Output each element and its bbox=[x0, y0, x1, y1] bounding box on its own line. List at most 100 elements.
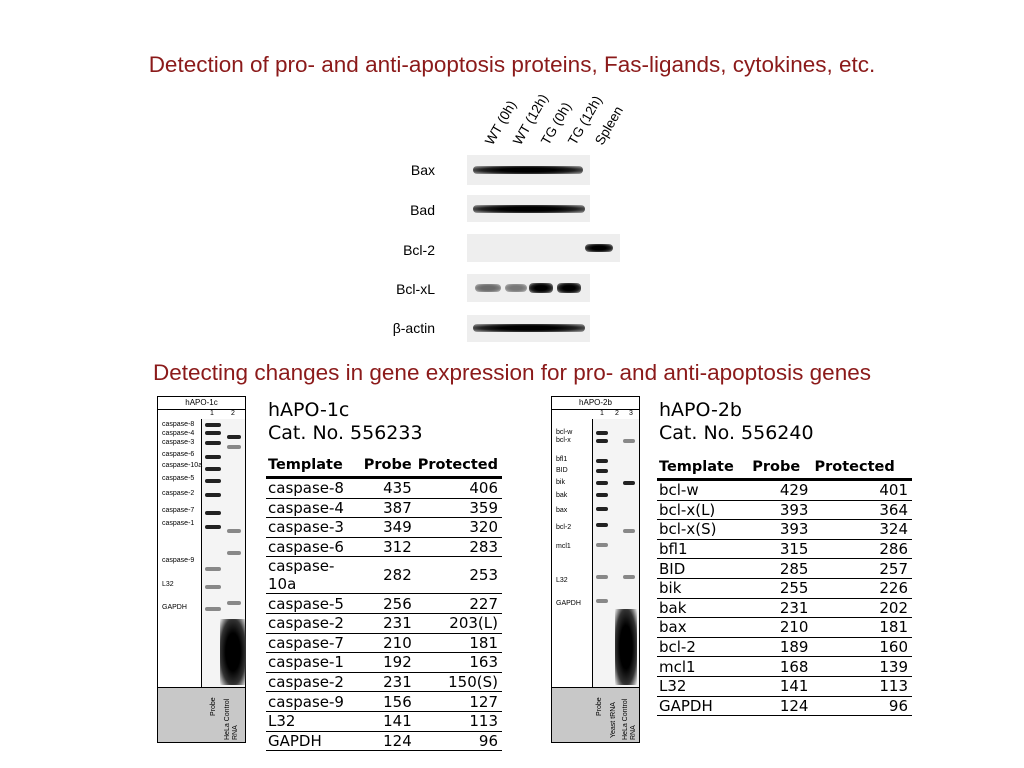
band bbox=[205, 525, 221, 529]
gel-gene-label: bcl-w bbox=[556, 429, 573, 436]
protected-cell: 113 bbox=[812, 676, 912, 697]
band bbox=[475, 284, 501, 292]
probe-cell: 315 bbox=[750, 539, 813, 560]
probe-cell: 387 bbox=[361, 498, 416, 519]
footer-lane-yeast: Yeast tRNA bbox=[610, 702, 617, 738]
probe-cell: 124 bbox=[361, 731, 416, 752]
gel-image bbox=[201, 419, 246, 687]
template-cell: bcl-w bbox=[657, 479, 751, 501]
gel-footer: Probe HeLa Control RNA bbox=[158, 687, 245, 742]
gel-gene-label: caspase-4 bbox=[162, 430, 195, 437]
protected-cell: 359 bbox=[415, 498, 502, 519]
probe-cell: 393 bbox=[750, 519, 813, 540]
template-cell: bcl-x(S) bbox=[657, 519, 751, 540]
band bbox=[205, 423, 221, 427]
gel-gene-label: caspase-8 bbox=[162, 421, 195, 428]
band bbox=[205, 455, 221, 459]
blot-label-beta-actin: β-actin bbox=[392, 320, 435, 336]
probe-cell: 231 bbox=[750, 598, 813, 619]
template-cell: L32 bbox=[266, 711, 362, 732]
table-row: bcl-x(S) 393 324 bbox=[657, 519, 912, 540]
gel-gene-label: BID bbox=[556, 467, 568, 474]
template-cell: caspase-2 bbox=[266, 672, 362, 693]
band bbox=[205, 567, 221, 571]
gel-gene-label: caspase-10a bbox=[162, 462, 203, 469]
table-row: caspase-2 231 203(L) bbox=[266, 613, 502, 634]
table-header-row: Template Probe Protected bbox=[657, 456, 912, 481]
band bbox=[623, 439, 635, 443]
rpa-gel-hapo-2b: hAPO-2b 1 2 3 bcl-w bcl-x bfl1 BID bik b… bbox=[551, 396, 640, 743]
kit-name: hAPO-2b bbox=[659, 399, 742, 421]
table-row: mcl1 168 139 bbox=[657, 656, 912, 677]
template-cell: GAPDH bbox=[657, 696, 751, 717]
probe-cell: 435 bbox=[361, 477, 416, 499]
protected-cell: 181 bbox=[812, 617, 912, 638]
table-row: caspase-6 312 283 bbox=[266, 537, 502, 558]
template-cell: caspase-10a bbox=[266, 556, 362, 595]
rpa-table-hapo-1c: Template Probe Protected caspase-8 435 406… bbox=[266, 454, 502, 752]
band bbox=[557, 283, 581, 293]
gel-free-probe-blob bbox=[220, 619, 246, 685]
table-row: bcl-x(L) 393 364 bbox=[657, 500, 912, 521]
table-row: caspase-1 192 163 bbox=[266, 652, 502, 673]
probe-cell: 192 bbox=[361, 652, 416, 673]
band bbox=[205, 467, 221, 471]
gel-gene-label: caspase-6 bbox=[162, 451, 195, 458]
gel-gene-label: GAPDH bbox=[556, 600, 581, 607]
protected-cell: 364 bbox=[812, 500, 912, 521]
blot-label-bclxl: Bcl-xL bbox=[396, 281, 435, 297]
gel-gene-label: bak bbox=[556, 492, 568, 499]
header-protected: Protected bbox=[415, 454, 502, 479]
table-row: L32 141 113 bbox=[657, 676, 912, 697]
template-cell: bcl-2 bbox=[657, 637, 751, 658]
table-row: bak 231 202 bbox=[657, 598, 912, 619]
template-cell: caspase-2 bbox=[266, 613, 362, 634]
gel-gene-label: bcl-x bbox=[556, 437, 571, 444]
table-row: BID 285 257 bbox=[657, 558, 912, 579]
band bbox=[529, 283, 553, 293]
gene-expression-title: Detecting changes in gene expression for… bbox=[153, 360, 871, 385]
blot-bclxl bbox=[467, 274, 590, 302]
band bbox=[596, 431, 608, 435]
protected-cell: 163 bbox=[415, 652, 502, 673]
protected-cell: 227 bbox=[415, 593, 502, 614]
gel-footer: Probe Yeast tRNA HeLa Control RNA bbox=[552, 687, 639, 742]
protein-detection-title: Detection of pro- and anti-apoptosis pro… bbox=[148, 52, 876, 77]
template-cell: caspase-5 bbox=[266, 593, 362, 614]
gel-gene-label: caspase-7 bbox=[162, 507, 195, 514]
gel-gene-label: bcl-2 bbox=[556, 524, 572, 531]
protected-cell: 150(S) bbox=[415, 672, 502, 693]
template-cell: L32 bbox=[657, 676, 751, 697]
probe-cell: 141 bbox=[361, 711, 416, 732]
gel-gene-label: caspase-5 bbox=[162, 475, 195, 482]
template-cell: bik bbox=[657, 578, 751, 599]
band bbox=[227, 445, 241, 449]
footer-lane-hela: HeLa Control RNA bbox=[224, 698, 239, 740]
table-header-row: Template Probe Protected bbox=[266, 454, 502, 479]
protected-cell: 203(L) bbox=[415, 613, 502, 634]
band bbox=[227, 529, 241, 533]
table-row: caspase-2 231 150(S) bbox=[266, 672, 502, 693]
footer-lane-probe: Probe bbox=[210, 697, 217, 716]
table-row: caspase-9 156 127 bbox=[266, 691, 502, 712]
band bbox=[596, 493, 608, 497]
band bbox=[585, 244, 613, 252]
lane-number-1: 1 bbox=[600, 410, 604, 417]
gel-gene-label: caspase-3 bbox=[162, 439, 195, 446]
table-row: caspase-8 435 406 bbox=[266, 477, 502, 499]
gel-gene-label: caspase-9 bbox=[162, 557, 195, 564]
band bbox=[596, 469, 608, 473]
band bbox=[596, 543, 608, 547]
band bbox=[623, 529, 635, 533]
probe-cell: 141 bbox=[750, 676, 813, 697]
table-row: L32 141 113 bbox=[266, 711, 502, 732]
band bbox=[227, 435, 241, 439]
probe-cell: 168 bbox=[750, 656, 813, 677]
lane-number-1: 1 bbox=[210, 410, 214, 417]
protected-cell: 257 bbox=[812, 558, 912, 579]
probe-cell: 349 bbox=[361, 517, 416, 538]
protected-cell: 96 bbox=[812, 696, 912, 717]
band bbox=[473, 324, 585, 332]
gel-title: hAPO-1c bbox=[158, 397, 245, 410]
band bbox=[596, 507, 608, 511]
